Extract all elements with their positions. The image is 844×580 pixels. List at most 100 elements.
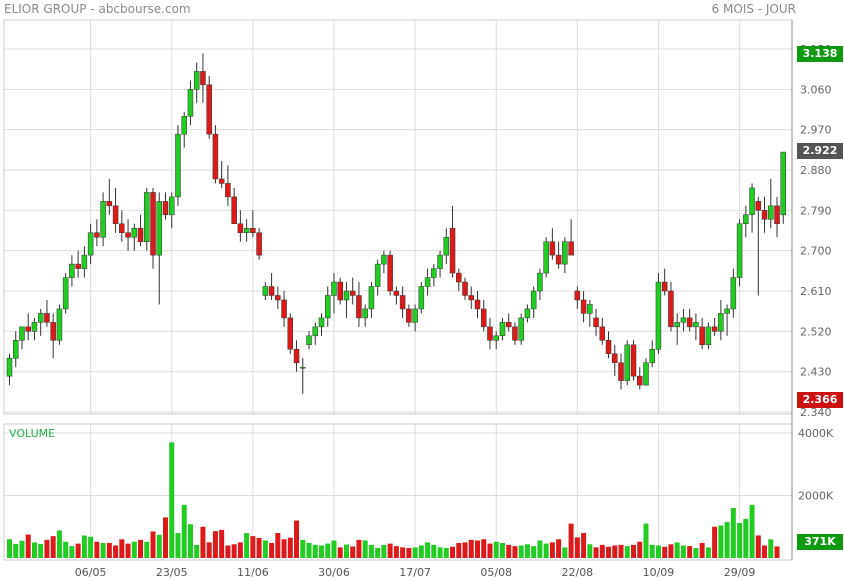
candle-body (324, 295, 331, 319)
date-tick-label: 06/05 (75, 566, 107, 579)
volume-bar (231, 544, 237, 558)
volume-bar (356, 539, 362, 558)
candle-body (580, 299, 587, 314)
volume-bar (499, 543, 505, 558)
candle-body (306, 335, 312, 346)
candle-body (62, 277, 69, 310)
candle (505, 313, 512, 332)
volume-bar (531, 546, 537, 558)
volume-bar (749, 504, 755, 558)
candle-body (87, 232, 94, 256)
volume-bar (774, 546, 780, 558)
candle-body (493, 335, 499, 341)
candle (106, 178, 113, 215)
candle-body (680, 317, 687, 323)
volume-bar (662, 546, 668, 558)
candle (119, 210, 125, 242)
candle (562, 237, 568, 274)
candle-body (281, 299, 287, 319)
candle-body (112, 205, 119, 225)
candle (293, 340, 300, 372)
candle-body (6, 357, 13, 377)
candle (730, 268, 737, 318)
candlestick-series (6, 53, 787, 395)
volume-bar (693, 548, 699, 558)
candle (387, 250, 393, 296)
candle (493, 331, 499, 350)
volume-bar (431, 544, 437, 558)
candle-body (468, 295, 475, 301)
candle-body (718, 313, 724, 332)
candle-body (562, 241, 568, 265)
candle (331, 273, 337, 314)
candle-body (736, 223, 743, 278)
volume-bar (724, 522, 730, 558)
candle (424, 268, 431, 296)
candle (661, 268, 668, 296)
volume-bar (712, 526, 718, 558)
price-tick-label: 2.430 (800, 366, 832, 379)
candle-body (206, 84, 212, 135)
candle (168, 192, 175, 229)
candle-body (381, 254, 387, 265)
candle (206, 75, 212, 139)
volume-bar (131, 541, 137, 558)
volume-bar (294, 520, 300, 558)
candle (761, 196, 768, 233)
candle (281, 291, 287, 327)
candle-body (587, 304, 593, 314)
volume-bar (281, 539, 287, 558)
candle-body (187, 89, 194, 117)
candle-body (181, 115, 187, 135)
candle-body (106, 201, 113, 207)
candle (437, 250, 443, 278)
candle-body (524, 308, 531, 319)
date-tick-label: 17/07 (399, 566, 431, 579)
volume-bar (400, 547, 406, 558)
candle-body (374, 263, 381, 287)
candle-body (768, 205, 774, 220)
candle (543, 237, 549, 278)
volume-bar (156, 534, 162, 558)
volume-bar (562, 547, 568, 558)
candle (636, 367, 643, 390)
volume-bar (618, 544, 624, 558)
candle (431, 264, 437, 287)
volume-bar (587, 544, 593, 558)
candle-body (131, 228, 138, 238)
candle (181, 111, 187, 148)
candle-body (636, 375, 643, 386)
price-tick-label: 2.610 (800, 285, 832, 298)
candle (112, 187, 119, 233)
candle (462, 277, 468, 300)
candle-body (549, 241, 556, 256)
volume-bar (187, 524, 193, 558)
volume-bar (537, 540, 543, 558)
candle (468, 286, 475, 309)
volume-bar (81, 535, 87, 558)
candle (768, 178, 774, 229)
candle (711, 317, 718, 336)
candle-body (393, 290, 400, 296)
date-tick-label: 30/06 (318, 566, 350, 579)
price-tick-label: 2.340 (800, 406, 832, 419)
candle (443, 228, 450, 265)
volume-bar (194, 544, 200, 558)
volume-bar (350, 546, 356, 558)
volume-bar (200, 526, 206, 558)
candle-body (37, 313, 44, 323)
candle-body (356, 295, 362, 319)
candle-body (44, 313, 50, 323)
candle-body (605, 340, 612, 354)
candle-body (69, 263, 75, 278)
candle (131, 223, 138, 251)
candle (231, 187, 237, 225)
candle-body (530, 290, 537, 310)
volume-bar (631, 544, 636, 558)
candle-body (443, 236, 450, 256)
volume-bar (493, 541, 499, 558)
candle (368, 282, 375, 318)
candle (94, 219, 100, 247)
candle (218, 161, 225, 188)
